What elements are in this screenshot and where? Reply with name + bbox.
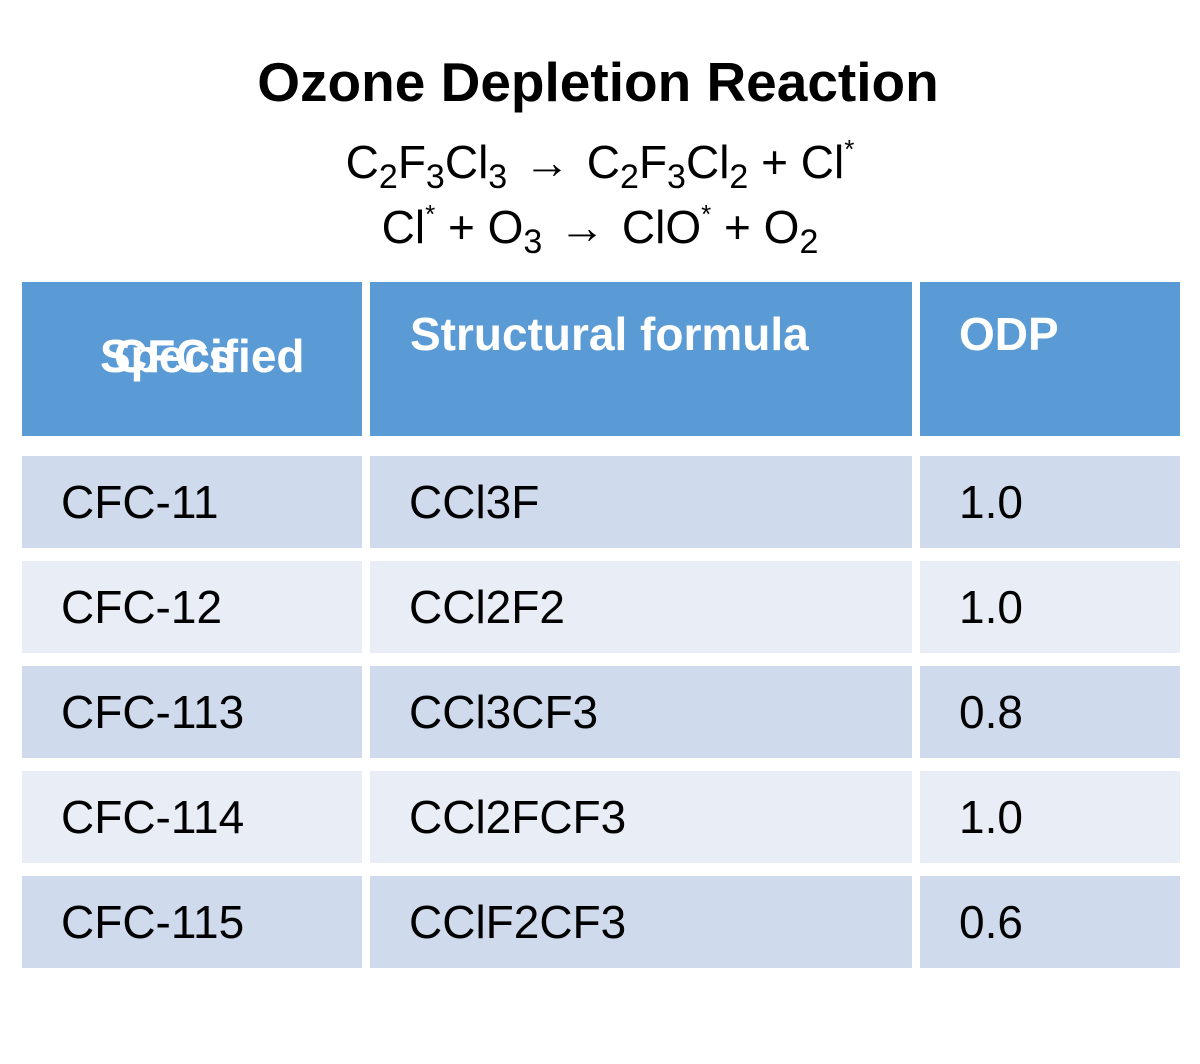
cfc-odp-cell: 1.0 xyxy=(920,456,1180,548)
cfc-odp: 0.8 xyxy=(959,686,1023,738)
eq1-r-cl-sub: 3 xyxy=(488,158,508,196)
eq1-r-f: F xyxy=(397,136,426,188)
cfc-formula-cell: CClF2CF3 xyxy=(370,876,912,968)
table-row: CFC-115 CClF2CF3 0.6 xyxy=(22,876,1180,968)
table-row: CFC-113 CCl3CF3 0.8 xyxy=(22,666,1180,758)
header-structural-formula: Structural formula xyxy=(370,282,912,436)
cfc-odp: 1.0 xyxy=(959,476,1023,528)
table-row: CFC-11 CCl3F 1.0 xyxy=(22,456,1180,548)
eq2-p-radical: * xyxy=(701,199,712,229)
eq1-p-cl-sub: 2 xyxy=(729,158,749,196)
table-row: CFC-12 CCl2F2 1.0 xyxy=(22,561,1180,653)
eq2-r-radical: * xyxy=(425,199,436,229)
cfc-odp: 1.0 xyxy=(959,581,1023,633)
eq1-r-c: C xyxy=(345,136,379,188)
cfc-odp-cell: 0.8 xyxy=(920,666,1180,758)
reaction-equation-2: Cl* + O3 → ClO* + O2 xyxy=(0,199,1200,262)
cfc-name-cell: CFC-11 xyxy=(22,456,362,548)
cfc-name-cell: CFC-113 xyxy=(22,666,362,758)
cfc-odp: 0.6 xyxy=(959,896,1023,948)
cfc-odp-cell: 1.0 xyxy=(920,771,1180,863)
arrow-right-icon: → xyxy=(524,136,570,188)
cfc-odp: 1.0 xyxy=(959,791,1023,843)
header-odp-label: ODP xyxy=(959,308,1059,360)
eq1-p-plus-cl: + Cl xyxy=(748,136,845,188)
cfc-name-cell: CFC-115 xyxy=(22,876,362,968)
header-specified-line2: CFCs xyxy=(114,330,235,382)
header-specified-line1: Specified xyxy=(100,330,305,382)
eq2-p-o-sub: 2 xyxy=(799,223,819,261)
cfc-name: CFC-11 xyxy=(61,476,219,528)
header-formula-label: Structural formula xyxy=(410,308,809,360)
cfc-formula: CCl2FCF3 xyxy=(409,791,627,843)
page-title: Ozone Depletion Reaction xyxy=(257,51,939,113)
eq1-r-cl: Cl xyxy=(444,136,489,188)
cfc-table: Specified CFCs Structural formula ODP CFC… xyxy=(22,282,1180,968)
table-row: CFC-114 CCl2FCF3 1.0 xyxy=(22,771,1180,863)
eq1-p-cl: Cl xyxy=(685,136,730,188)
cfc-formula-cell: CCl3CF3 xyxy=(370,666,912,758)
cfc-formula-cell: CCl3F xyxy=(370,456,912,548)
cfc-name-cell: CFC-12 xyxy=(22,561,362,653)
cfc-formula: CClF2CF3 xyxy=(409,896,627,948)
header-specified-cfcs: Specified CFCs xyxy=(22,282,362,436)
cfc-name: CFC-115 xyxy=(61,896,245,948)
eq1-p-c: C xyxy=(586,136,621,188)
cfc-name: CFC-114 xyxy=(61,791,245,843)
cfc-name: CFC-113 xyxy=(61,686,245,738)
eq2-p-clo: ClO xyxy=(621,201,702,253)
cfc-name-cell: CFC-114 xyxy=(22,771,362,863)
cfc-odp-cell: 0.6 xyxy=(920,876,1180,968)
reaction-equation-1: C2F3Cl3 → C2F3Cl2 + Cl* xyxy=(0,134,1200,197)
cfc-name: CFC-12 xyxy=(61,581,223,633)
eq1-r-c-sub: 2 xyxy=(378,158,398,196)
eq1-r-f-sub: 3 xyxy=(425,158,445,196)
cfc-formula-cell: CCl2F2 xyxy=(370,561,912,653)
eq1-p-f: F xyxy=(638,136,668,188)
cfc-formula: CCl3CF3 xyxy=(409,686,599,738)
header-odp: ODP xyxy=(920,282,1180,436)
eq1-p-radical: * xyxy=(844,134,855,164)
eq2-r-plus-o: + O xyxy=(435,201,524,253)
cfc-odp-cell: 1.0 xyxy=(920,561,1180,653)
cfc-formula: CCl3F xyxy=(409,476,540,528)
arrow-right-icon: → xyxy=(559,201,606,253)
cfc-formula: CCl2F2 xyxy=(409,581,565,633)
eq1-p-f-sub: 3 xyxy=(667,158,686,196)
eq2-p-plus-o: + O xyxy=(711,201,800,253)
table-header-row: Specified CFCs Structural formula ODP xyxy=(22,282,1180,436)
eq2-r-cl: Cl xyxy=(381,201,426,253)
eq2-r-o-sub: 3 xyxy=(523,223,543,261)
eq1-p-c-sub: 2 xyxy=(620,158,639,196)
cfc-formula-cell: CCl2FCF3 xyxy=(370,771,912,863)
